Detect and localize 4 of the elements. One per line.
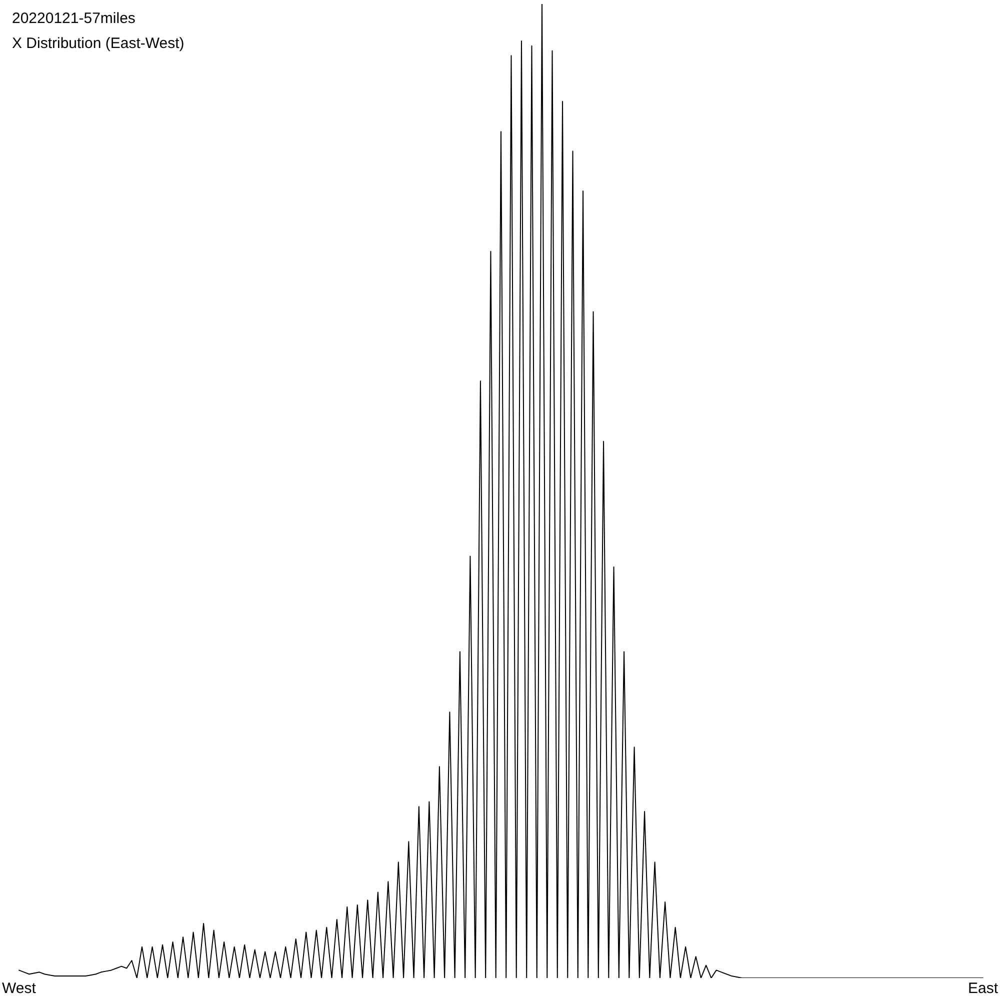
x-tick-label: East [968, 980, 999, 998]
text: X Distribution (East-West) [12, 35, 184, 52]
chart-title: 20220121-57miles [12, 10, 136, 27]
x-tick-label: West [2, 980, 37, 998]
